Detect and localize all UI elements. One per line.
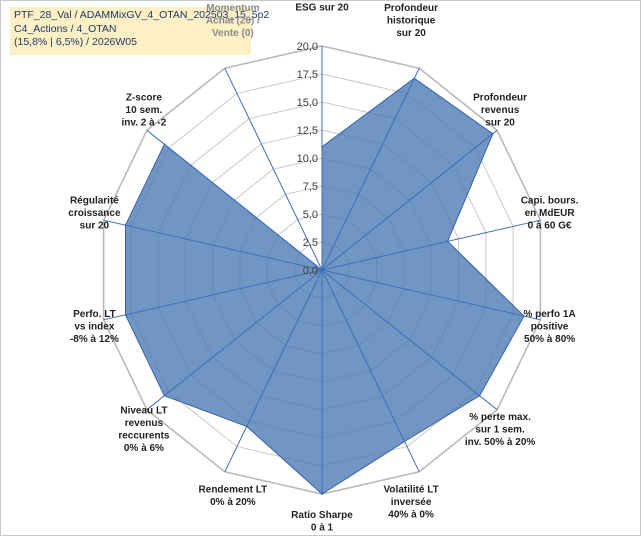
category-label: Régularité croissance sur 20 (68, 195, 121, 231)
radial-tick-label: 17,5 (297, 69, 318, 81)
axis-spoke (321, 67, 420, 271)
axis-spoke (321, 269, 541, 321)
info-line-category: C4_Actions / 4_OTAN (14, 22, 117, 35)
data-point (413, 77, 416, 80)
category-label: % perte max. sur 1 sem. inv. 50% à 20% (465, 412, 536, 448)
category-label: NoteESG sur 20 (295, 0, 349, 14)
category-label: Z-score 10 sem. inv. 2 à -2 (121, 93, 166, 129)
category-label: Momentum Achat (20) / Vente (0) (206, 3, 260, 39)
data-point (124, 224, 127, 226)
data-point (446, 240, 449, 243)
data-point (321, 493, 323, 495)
axis-spoke (224, 269, 323, 473)
data-point (321, 269, 323, 271)
data-point (163, 143, 166, 146)
series-area (125, 77, 525, 495)
radial-tick-label: 20,0 (297, 41, 318, 53)
info-line-stats: (15,8% | 6,5%) / 2026W05 (14, 36, 137, 48)
radial-tick-label: 15,0 (297, 97, 318, 109)
radial-tick-label: 7,5 (303, 181, 318, 193)
category-label: % perfo 1A positive 50% à 80% (523, 309, 575, 345)
axis-spoke (103, 219, 323, 271)
category-label: Rendement LT 0% à 20% (199, 485, 268, 509)
category-label: Niveau LT revenus reccurents 0% à 6% (118, 406, 170, 455)
axis-spoke (146, 129, 323, 271)
data-point (245, 425, 248, 428)
radial-tick-label: 5,0 (303, 209, 318, 221)
data-point (163, 394, 166, 397)
category-label: Profondeur historique sur 20 (384, 3, 438, 39)
axis-spoke (321, 269, 420, 473)
category-label: Volatilité LT inversée 40% à 0% (384, 485, 439, 521)
radial-tick-label: 12,5 (297, 125, 318, 137)
axis-spoke (321, 269, 498, 411)
category-label: Ratio Sharpe 0 à 1 (291, 510, 353, 534)
radial-tick-label: 10,0 (297, 153, 318, 165)
category-label: Perfo. LT vs index -8% à 12% (70, 309, 119, 345)
data-point (321, 146, 323, 148)
axis-spoke (224, 67, 323, 271)
info-line-portfolio: PTF_28_Val / ADAMMixGV_4_OTAN_202503_15_… (14, 9, 270, 21)
data-point (478, 394, 481, 397)
data-point (492, 133, 494, 135)
axis-spoke (103, 269, 323, 321)
radial-tick-label: 2,5 (303, 237, 318, 249)
data-point (124, 314, 127, 316)
radial-tick-label: 0,0 (303, 265, 318, 277)
portfolio-info-box: PTF_28_Val / ADAMMixGV_4_OTAN_202503_15_… (10, 7, 270, 55)
category-label: Capi. bours. en MdEUR 0 à 60 G€ (521, 195, 579, 231)
axis-spoke (321, 219, 541, 271)
data-point (523, 315, 525, 317)
axis-spoke (321, 129, 498, 271)
category-label: Profondeur revenus sur 20 (473, 93, 527, 129)
data-point (403, 440, 406, 443)
axis-spoke (146, 269, 323, 411)
